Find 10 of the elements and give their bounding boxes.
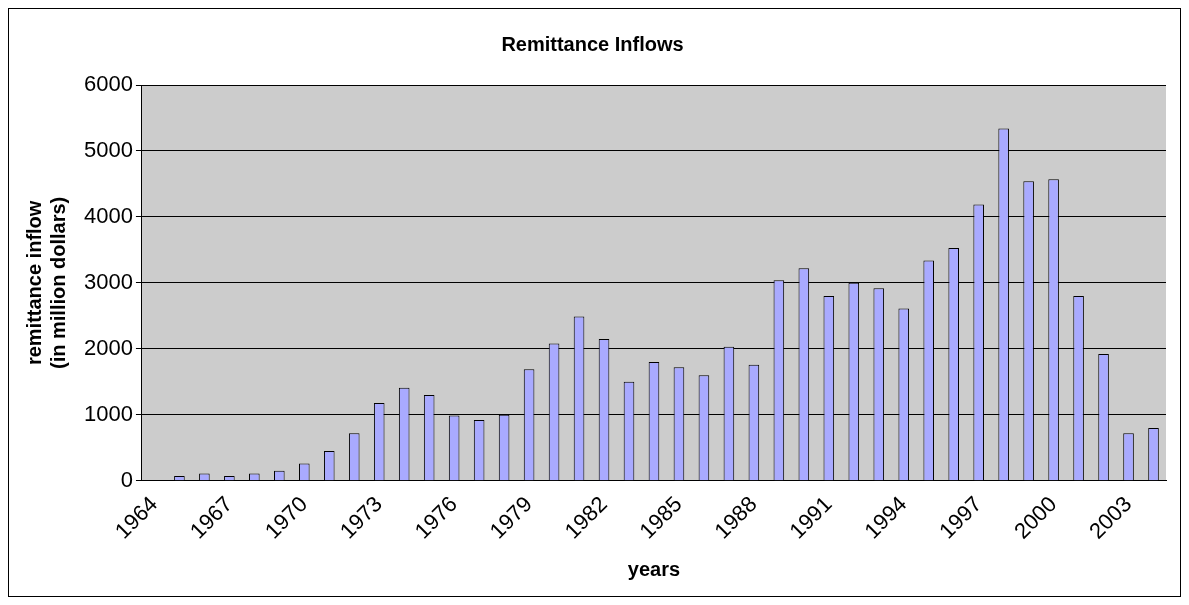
y-tick-label: 2000: [83, 334, 133, 360]
y-tick-label: 4000: [83, 202, 133, 228]
y-tick-label: 6000: [83, 71, 133, 97]
y-tick-label: 3000: [83, 268, 133, 294]
y-tick-label: 0: [120, 466, 133, 492]
y-tick-label: 5000: [83, 137, 133, 163]
y-tick-label: 1000: [83, 400, 133, 426]
x-axis-title: years: [627, 557, 681, 580]
y-axis-title: remittance inflow (in million dollars): [22, 196, 69, 369]
chart-title: Remittance Inflows: [501, 32, 684, 55]
